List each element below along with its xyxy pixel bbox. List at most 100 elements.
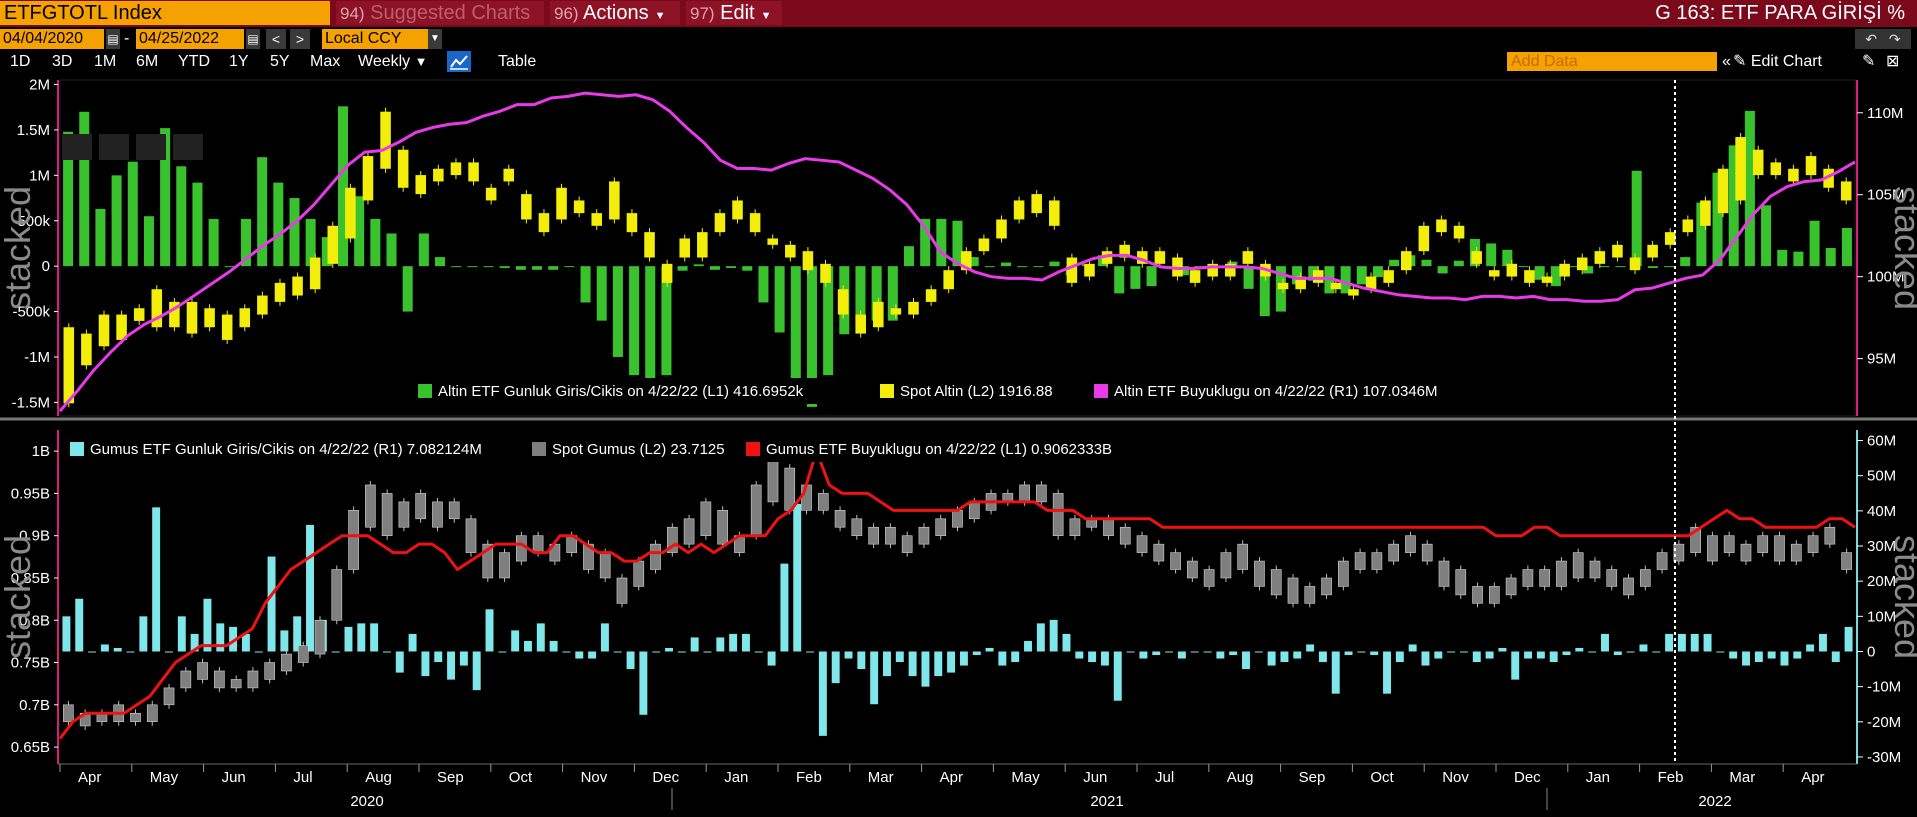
gold-spot-candle xyxy=(1612,244,1623,258)
silver-flow-bar xyxy=(1318,651,1327,663)
gold-spot-candle xyxy=(802,251,814,271)
silver-flow-bar xyxy=(280,630,289,652)
silver-flow-bar xyxy=(1421,651,1430,666)
silver-spot-candle xyxy=(784,467,796,511)
gold-spot-candle xyxy=(1277,282,1289,290)
next-arrow-icon[interactable]: > xyxy=(290,29,310,49)
silver-flow-bar xyxy=(1472,651,1481,663)
silver-flow-bar xyxy=(1344,651,1353,656)
gold-spot-candle xyxy=(697,232,708,258)
collapse-icon[interactable]: « xyxy=(1722,53,1731,70)
start-date-field[interactable]: 04/04/2020 xyxy=(0,29,104,49)
silver-flow-bar xyxy=(1459,651,1468,653)
gold-flow-bar xyxy=(354,196,365,267)
gold-spot-candle xyxy=(1471,251,1482,264)
left-tick-label: 500k xyxy=(17,213,50,230)
silver-spot-candle xyxy=(1052,493,1064,536)
gold-spot-candle xyxy=(978,238,990,252)
gold-flow-bar xyxy=(1680,257,1691,267)
gold-flow-bar xyxy=(257,157,268,267)
left-tick-label: 0.95B xyxy=(11,485,50,502)
silver-spot-candle xyxy=(1287,577,1299,604)
silver-flow-bar xyxy=(1242,651,1250,670)
year-label: 2021 xyxy=(1090,793,1123,810)
calendar-icon[interactable]: ▤ xyxy=(106,29,120,49)
suggested-charts-menu[interactable]: 94) Suggested Charts xyxy=(336,1,544,25)
period-6m[interactable]: 6M xyxy=(136,53,159,70)
period-1m[interactable]: 1M xyxy=(94,53,117,70)
gold-spot-candle xyxy=(820,263,831,283)
silver-flow-bar xyxy=(1690,633,1699,652)
silver-flow-bar xyxy=(1152,651,1161,656)
gold-spot-candle xyxy=(644,232,655,258)
gold-flow-bar xyxy=(1292,266,1303,285)
month-label: Feb xyxy=(1658,769,1684,786)
lower-legend-swatch xyxy=(746,442,760,456)
silver-spot-candle xyxy=(817,493,829,511)
silver-flow-bar xyxy=(1639,644,1648,652)
prev-arrow-icon[interactable]: < xyxy=(266,29,286,49)
actions-label: Actions xyxy=(583,2,649,24)
silver-flow-bar xyxy=(229,626,238,652)
silver-flow-bar xyxy=(818,651,827,736)
lower-legend-swatch xyxy=(532,442,546,456)
month-label: Apr xyxy=(78,769,101,786)
silver-flow-bar xyxy=(600,623,609,652)
pencil-icon[interactable]: ✎ xyxy=(1862,53,1876,70)
chart-canvas[interactable]: 2M 1.5M 1M 500k 0 -500k -1M -1.5M 110M 105M 100M 95… xyxy=(0,74,1917,817)
right-tick-label: -10M xyxy=(1867,679,1901,696)
gold-flow-bar xyxy=(758,266,769,303)
edit-chart-button[interactable]: ✎ Edit Chart xyxy=(1733,51,1822,73)
gold-spot-candle xyxy=(221,314,233,340)
edit-menu[interactable]: 97) Edit ▼ xyxy=(686,1,782,25)
currency-select[interactable]: Local CCY xyxy=(322,29,432,49)
silver-spot-candle xyxy=(348,510,359,570)
silver-spot-candle xyxy=(63,704,74,723)
calendar-icon[interactable]: ▤ xyxy=(246,29,260,49)
gold-spot-candle xyxy=(1137,251,1148,264)
gold-flow-bar xyxy=(1259,266,1270,317)
silver-spot-candle xyxy=(448,501,460,520)
chevron-down-icon: ▼ xyxy=(654,10,666,22)
gold-spot-candle xyxy=(749,213,761,233)
period-3d[interactable]: 3D xyxy=(52,53,73,70)
silver-flow-bar xyxy=(870,651,879,705)
gold-flow-bar xyxy=(1841,228,1852,267)
gold-flow-bar xyxy=(1664,266,1675,268)
ticker-field[interactable]: ETFGTOTL Index xyxy=(0,1,330,25)
gold-flow-bar xyxy=(580,266,591,303)
period-max[interactable]: Max xyxy=(310,53,341,70)
silver-spot-candle xyxy=(1438,560,1450,587)
end-date-field[interactable]: 04/25/2022 xyxy=(136,29,244,49)
gold-flow-bar xyxy=(1453,260,1464,267)
frequency-select[interactable]: Weekly ▼ xyxy=(358,51,428,73)
chevron-down-icon[interactable]: ▼ xyxy=(428,29,442,49)
gold-flow-bar xyxy=(402,266,413,312)
period-5y[interactable]: 5Y xyxy=(270,53,290,70)
gold-flow-bar xyxy=(693,264,704,267)
gold-spot-candle xyxy=(1594,251,1606,264)
silver-spot-candle xyxy=(700,501,712,536)
silver-flow-bar xyxy=(395,651,404,673)
silver-flow-bar xyxy=(1677,633,1686,652)
line-chart-icon[interactable] xyxy=(447,51,471,72)
silver-spot-candle xyxy=(1170,552,1181,570)
period-1d[interactable]: 1D xyxy=(10,53,31,70)
delete-icon[interactable]: ⊠ xyxy=(1886,53,1900,70)
period-ytd[interactable]: YTD xyxy=(178,53,210,70)
silver-spot-candle xyxy=(583,543,594,570)
period-1y[interactable]: 1Y xyxy=(229,53,249,70)
silver-spot-candle xyxy=(1371,552,1383,570)
gold-spot-candle xyxy=(1840,181,1852,201)
add-data-input[interactable]: Add Data xyxy=(1507,52,1717,71)
silver-spot-candle xyxy=(1103,518,1114,536)
actions-menu[interactable]: 96) Actions ▼ xyxy=(550,1,680,25)
silver-flow-bar xyxy=(1844,626,1853,652)
gold-flow-bar xyxy=(984,266,995,268)
gold-flow-bar xyxy=(1243,266,1254,289)
gold-spot-candle xyxy=(151,289,163,328)
table-button[interactable]: Table xyxy=(498,53,537,70)
undo-redo-buttons[interactable]: ↶ ↷ xyxy=(1855,29,1911,49)
silver-spot-candle xyxy=(1187,560,1198,579)
silver-spot-candle xyxy=(381,493,393,536)
